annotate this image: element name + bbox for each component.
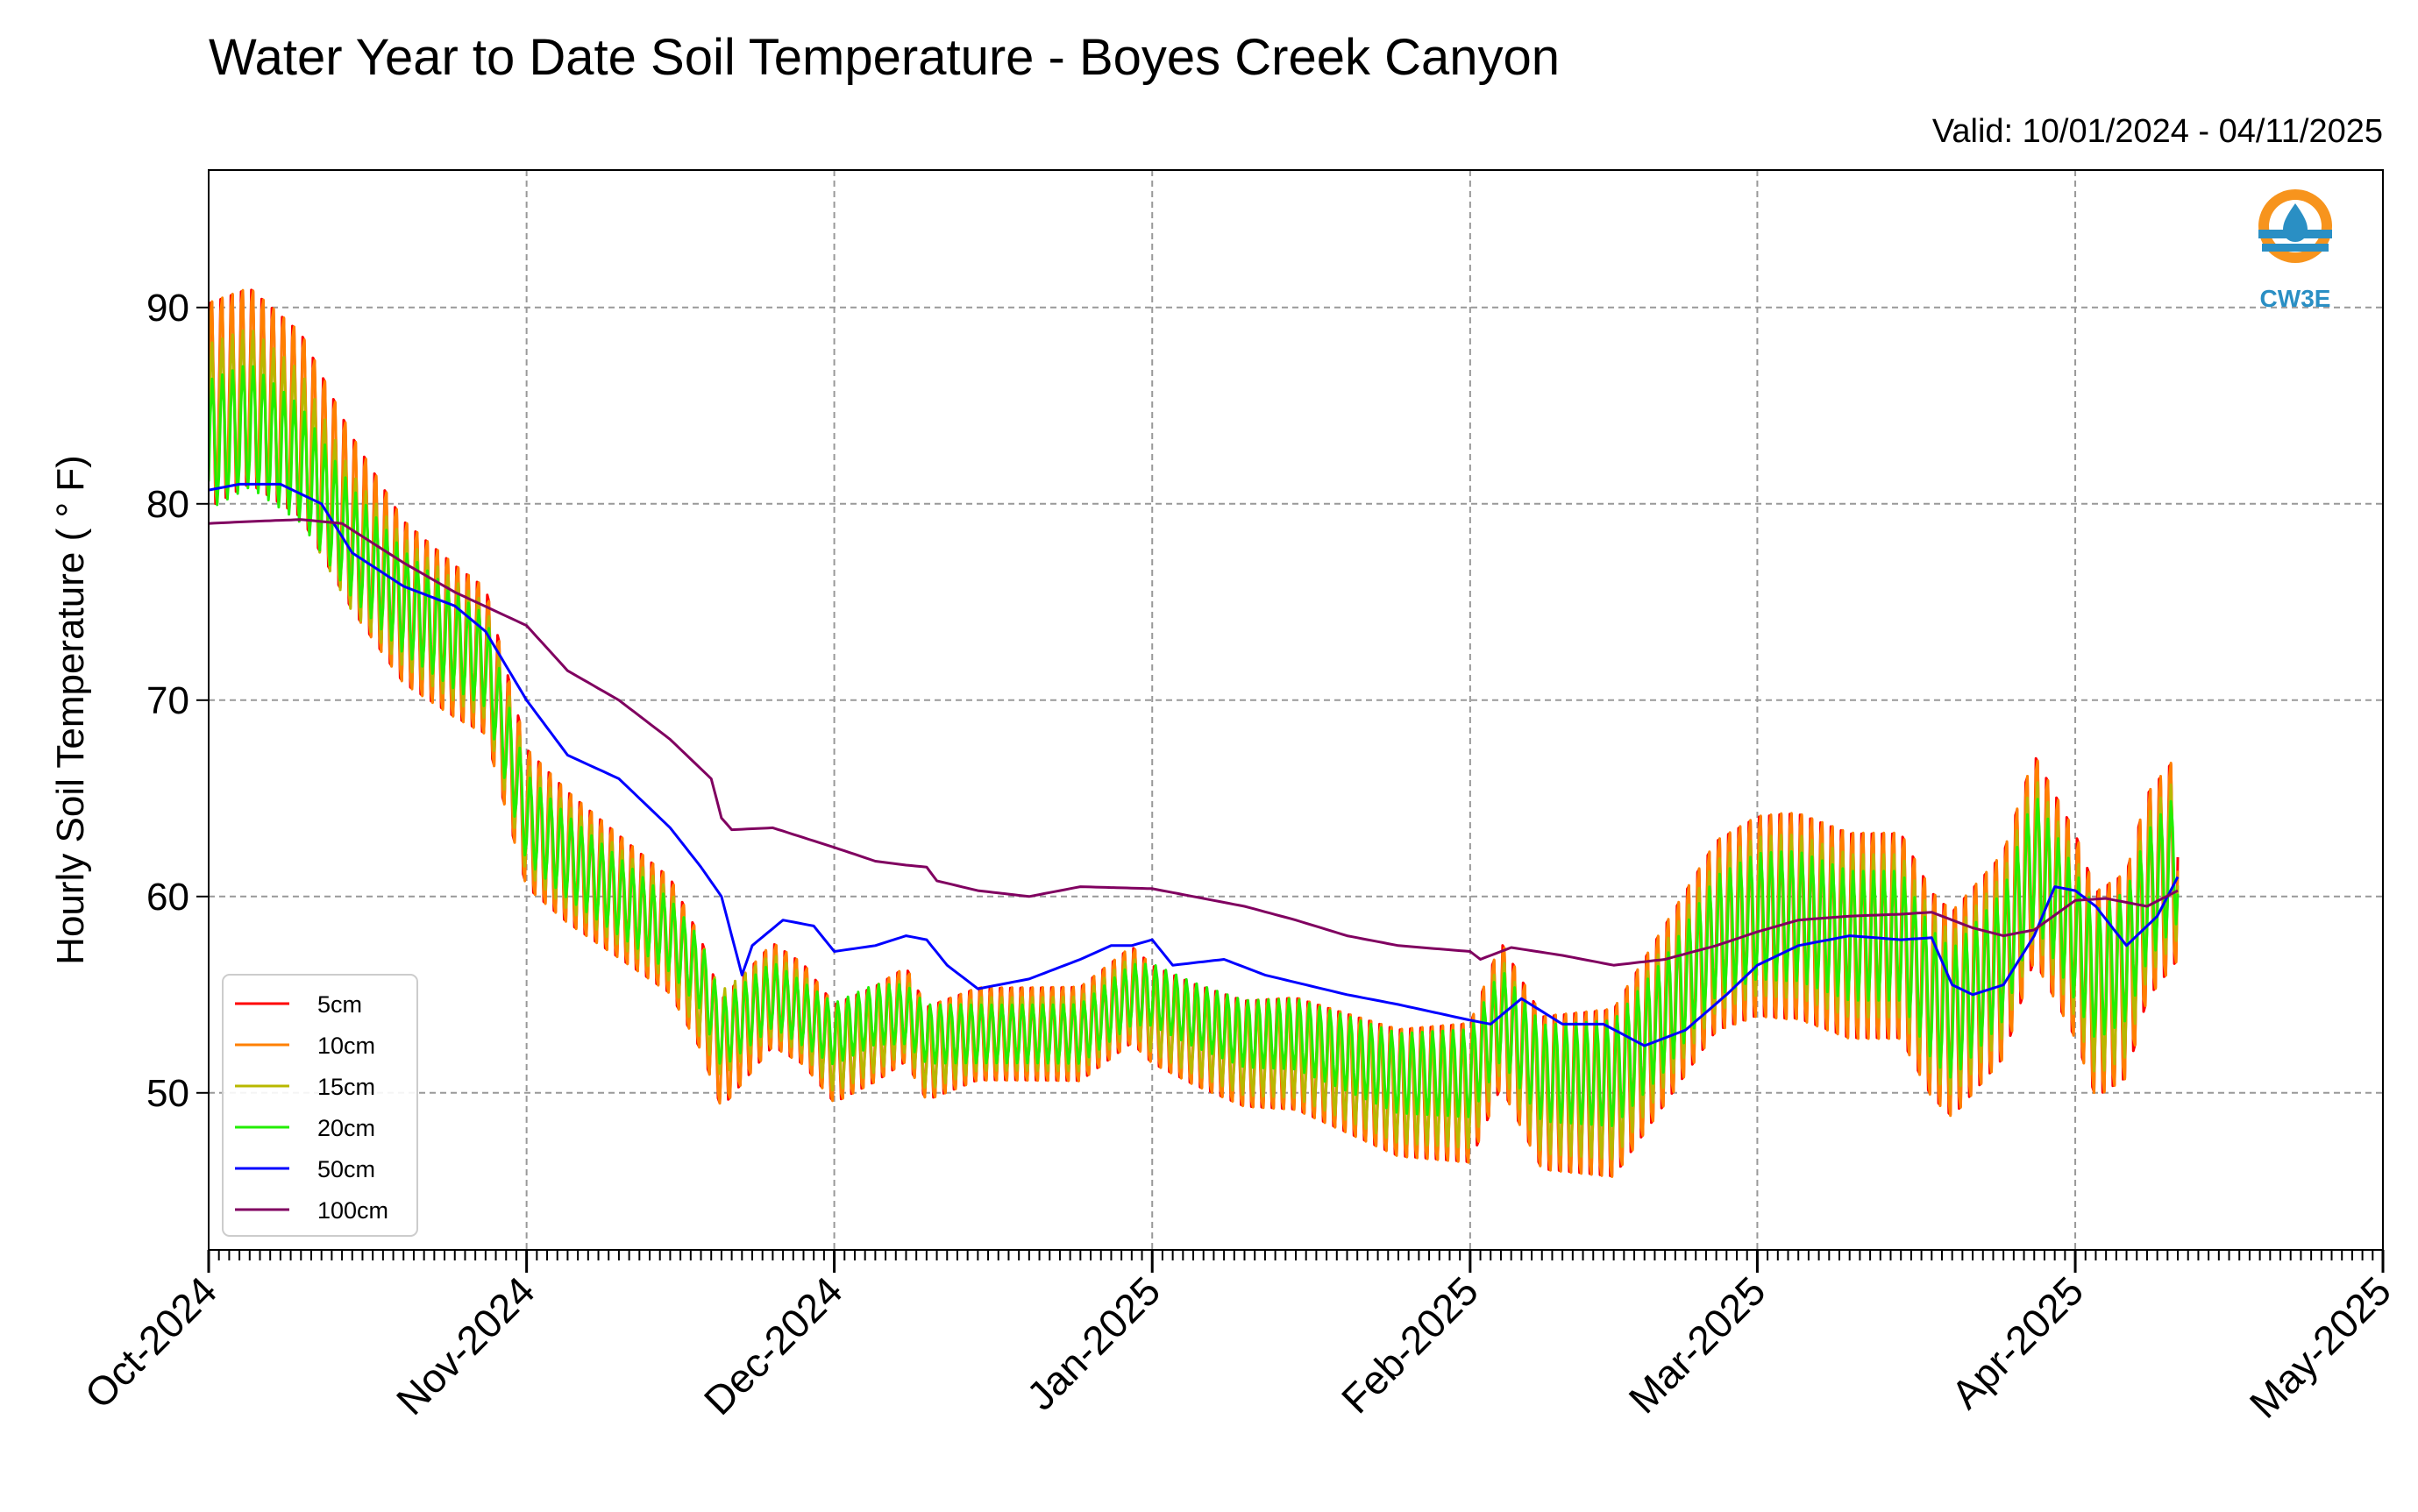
- x-tick-label: Feb-2025: [1333, 1267, 1487, 1422]
- x-tick-label: Oct-2024: [76, 1267, 226, 1417]
- series-line-100cm: [209, 518, 2179, 967]
- logo-text: CW3E: [2260, 285, 2331, 312]
- y-axis-ticks: 50 60 70 80 90: [146, 287, 209, 1115]
- legend-label-15cm: 15cm: [317, 1074, 375, 1100]
- legend-box: [222, 974, 418, 1237]
- cw3e-logo: CW3E: [2258, 189, 2332, 312]
- logo-drop: [2283, 203, 2308, 242]
- x-axis-minor-ticks: [208, 1250, 2384, 1260]
- y-tick-label: 80: [146, 483, 189, 526]
- grid-lines: [209, 170, 2383, 1250]
- series-line-50cm: [209, 482, 2180, 1047]
- x-axis-ticks: Oct-2024 Nov-2024 Dec-2024 Jan-2025 Feb-2025…: [76, 1250, 2400, 1427]
- chart-subtitle: Valid: 10/01/2024 - 04/11/2025: [1932, 113, 2383, 150]
- x-tick-label: Jan-2025: [1018, 1267, 1169, 1418]
- x-tick-label: Apr-2025: [1943, 1267, 2093, 1417]
- legend-label-10cm: 10cm: [317, 1033, 375, 1059]
- series-lines: [209, 288, 2180, 1178]
- x-tick-label: Nov-2024: [388, 1267, 544, 1423]
- logo-wave-2: [2262, 244, 2329, 252]
- legend: 5cm 10cm 15cm 20cm 50cm 100cm: [222, 974, 418, 1237]
- legend-label-100cm: 100cm: [317, 1197, 388, 1224]
- y-tick-label: 60: [146, 876, 189, 919]
- plot-frame: [208, 169, 2384, 1251]
- legend-label-50cm: 50cm: [317, 1156, 375, 1182]
- legend-label-5cm: 5cm: [317, 991, 362, 1018]
- y-tick-label: 90: [146, 287, 189, 330]
- x-tick-label: Dec-2024: [695, 1267, 851, 1423]
- series-line-20cm: [209, 365, 2180, 1127]
- y-axis-label: Hourly Soil Temperature ( ° F): [49, 455, 92, 965]
- chart-title: Water Year to Date Soil Temperature - Bo…: [209, 29, 1560, 86]
- x-tick-label: Mar-2025: [1620, 1267, 1774, 1422]
- legend-label-20cm: 20cm: [317, 1115, 375, 1141]
- y-tick-label: 70: [146, 679, 189, 722]
- y-tick-label: 50: [146, 1072, 189, 1115]
- x-tick-label: May-2025: [2241, 1267, 2400, 1426]
